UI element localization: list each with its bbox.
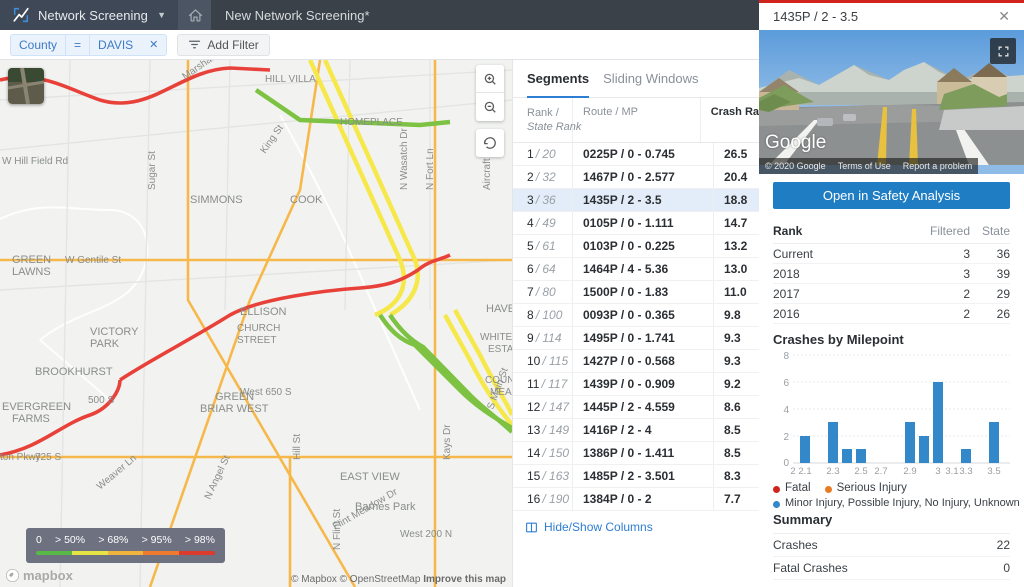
svg-text:2.3: 2.3 <box>826 466 839 477</box>
svg-text:West 200 N: West 200 N <box>400 529 452 540</box>
svg-text:VICTORY: VICTORY <box>90 326 139 338</box>
svg-text:2: 2 <box>790 466 795 477</box>
svg-text:4: 4 <box>783 405 789 416</box>
svg-text:CHURCH: CHURCH <box>237 323 280 334</box>
svg-text:W Gentile St: W Gentile St <box>65 255 121 266</box>
svg-text:BRIAR WEST: BRIAR WEST <box>200 403 269 415</box>
svg-text:3.1: 3.1 <box>945 466 958 477</box>
svg-text:SIMMONS: SIMMONS <box>190 194 243 206</box>
svg-text:HAVEN PARK: HAVEN PARK <box>486 303 512 315</box>
svg-text:ESTATES: ESTATES <box>488 344 512 355</box>
svg-text:EVERGREEN: EVERGREEN <box>2 401 71 413</box>
svg-text:HILL VILLA: HILL VILLA <box>265 74 316 85</box>
svg-text:PARK: PARK <box>90 338 120 350</box>
svg-text:0: 0 <box>783 458 789 469</box>
svg-text:Hill St: Hill St <box>292 434 303 460</box>
svg-text:2.1: 2.1 <box>798 466 811 477</box>
svg-text:GREEN: GREEN <box>12 254 51 266</box>
svg-text:N Fort Ln: N Fort Ln <box>425 148 436 190</box>
svg-text:500 S: 500 S <box>88 395 114 406</box>
svg-text:LAWNS: LAWNS <box>12 266 51 278</box>
svg-text:N Wasatch Dr: N Wasatch Dr <box>399 127 410 190</box>
svg-text:COOK: COOK <box>290 194 323 206</box>
svg-text:BROOKHURST: BROOKHURST <box>35 366 113 378</box>
svg-text:ELLISON: ELLISON <box>240 306 287 318</box>
svg-text:FARMS: FARMS <box>12 413 50 425</box>
svg-text:6: 6 <box>783 378 789 389</box>
svg-text:Barnes Park: Barnes Park <box>355 501 416 513</box>
svg-text:2.9: 2.9 <box>903 466 916 477</box>
svg-text:ton Pkwy: ton Pkwy <box>0 452 41 463</box>
svg-text:2.5: 2.5 <box>854 466 867 477</box>
svg-text:2.7: 2.7 <box>874 466 887 477</box>
svg-text:EAST VIEW: EAST VIEW <box>340 471 400 483</box>
svg-text:N Flint St: N Flint St <box>332 509 343 550</box>
svg-text:W Hill Field Rd: W Hill Field Rd <box>2 156 68 167</box>
svg-text:Kays Dr: Kays Dr <box>442 424 453 460</box>
svg-text:Sugar St: Sugar St <box>147 151 158 190</box>
svg-text:3.5: 3.5 <box>987 466 1000 477</box>
svg-text:West 650 S: West 650 S <box>240 387 292 398</box>
svg-text:2: 2 <box>783 432 789 443</box>
svg-text:STREET: STREET <box>237 335 276 346</box>
svg-text:3: 3 <box>935 466 940 477</box>
svg-text:HOMEPLACE: HOMEPLACE <box>340 117 403 128</box>
svg-text:8: 8 <box>783 351 789 362</box>
svg-text:WHITESIDES: WHITESIDES <box>480 332 512 343</box>
svg-text:3.3: 3.3 <box>959 466 972 477</box>
